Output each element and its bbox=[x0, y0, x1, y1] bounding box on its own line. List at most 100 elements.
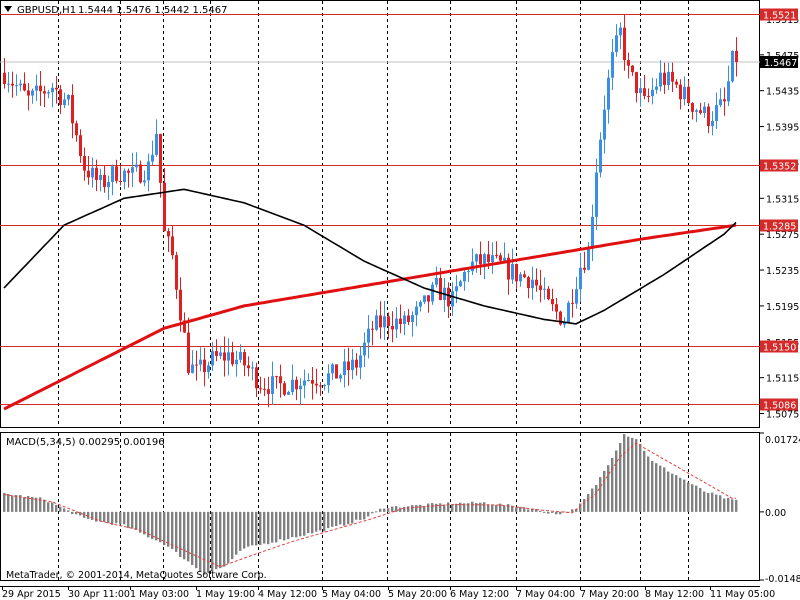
macd-bar bbox=[67, 510, 70, 512]
candle-body bbox=[419, 301, 422, 307]
candle-body bbox=[727, 81, 730, 102]
macd-bar bbox=[527, 509, 530, 512]
macd-bar bbox=[615, 450, 618, 512]
candle-body bbox=[199, 359, 202, 365]
candle-body bbox=[635, 72, 638, 94]
candle-body bbox=[135, 164, 138, 168]
macd-bar bbox=[635, 439, 638, 512]
candle-body bbox=[355, 359, 358, 368]
macd-bar bbox=[495, 504, 498, 512]
candle-body bbox=[703, 106, 706, 114]
candle-body bbox=[731, 50, 734, 82]
macd-bar bbox=[143, 511, 146, 535]
macd-bar bbox=[275, 511, 278, 543]
macd-bar bbox=[519, 506, 522, 512]
candle-body bbox=[163, 182, 166, 232]
candle-body bbox=[363, 342, 366, 356]
candle-body bbox=[571, 302, 574, 304]
candle-body bbox=[651, 89, 654, 97]
macd-bar bbox=[327, 511, 330, 529]
level-label-box bbox=[760, 159, 798, 172]
macd-bar bbox=[507, 504, 510, 512]
candle-body bbox=[599, 139, 602, 173]
macd-bar bbox=[203, 511, 206, 575]
macd-bar bbox=[183, 511, 186, 560]
macd-bar bbox=[475, 503, 478, 512]
macd-bar bbox=[695, 485, 698, 512]
candle-body bbox=[175, 255, 178, 290]
macd-title: MACD(5,34,5) 0.00295 0.00196 bbox=[6, 437, 165, 448]
macd-bar bbox=[3, 492, 6, 512]
triangle-down-icon[interactable] bbox=[4, 6, 12, 12]
macd-bar bbox=[263, 511, 266, 544]
candle-body bbox=[407, 315, 410, 322]
macd-tick-label: -0.01489 bbox=[765, 574, 800, 585]
macd-bar bbox=[175, 511, 178, 552]
candle-body bbox=[403, 315, 406, 325]
macd-bar bbox=[139, 511, 142, 533]
macd-bar bbox=[163, 511, 166, 546]
candle-body bbox=[519, 274, 522, 282]
candle-body bbox=[515, 264, 518, 282]
candle-body bbox=[683, 86, 686, 100]
candle-body bbox=[711, 120, 714, 127]
macd-tick-label: 0.01724 bbox=[765, 435, 800, 446]
macd-bar bbox=[379, 508, 382, 512]
candle-body bbox=[7, 83, 10, 85]
candle-body bbox=[19, 83, 22, 86]
main-pane[interactable] bbox=[0, 0, 760, 428]
candle-body bbox=[531, 279, 534, 289]
macd-bar bbox=[731, 499, 734, 512]
candle-body bbox=[507, 257, 510, 280]
macd-bar bbox=[715, 494, 718, 512]
level-label: 1.5521 bbox=[763, 11, 796, 22]
candle-body bbox=[11, 83, 14, 86]
candle-body bbox=[323, 385, 326, 387]
candle-body bbox=[115, 166, 118, 181]
macd-bar bbox=[607, 465, 610, 512]
macd-bar bbox=[303, 511, 306, 536]
macd-bar bbox=[603, 470, 606, 512]
candle-body bbox=[235, 359, 238, 365]
candle-body bbox=[179, 289, 182, 321]
candle-body bbox=[435, 277, 438, 285]
macd-bar bbox=[523, 507, 526, 512]
macd-bar bbox=[55, 504, 58, 512]
candle-body bbox=[699, 110, 702, 114]
time-label: 7 May 04:00 bbox=[516, 589, 575, 600]
candle-body bbox=[47, 92, 50, 94]
macd-bar bbox=[551, 511, 554, 513]
candle-body bbox=[695, 110, 698, 112]
macd-bar bbox=[355, 511, 358, 520]
macd-signal-line bbox=[3, 442, 736, 568]
macd-bar bbox=[267, 511, 270, 545]
candle-body bbox=[127, 170, 130, 173]
macd-bar bbox=[331, 511, 334, 527]
macd-bar bbox=[619, 442, 622, 512]
macd-pane[interactable] bbox=[0, 432, 760, 581]
macd-bar bbox=[639, 443, 642, 512]
candle-body bbox=[147, 161, 150, 181]
level-label: 1.5285 bbox=[763, 222, 796, 233]
ohlc-values: 1.5444 1.5476 1.5442 1.5467 bbox=[78, 5, 228, 16]
candle-body bbox=[491, 255, 494, 263]
candle-body bbox=[615, 35, 618, 53]
candle-body bbox=[231, 352, 234, 365]
candle-body bbox=[331, 364, 334, 374]
candle-body bbox=[103, 174, 106, 188]
candle-body bbox=[335, 364, 338, 379]
candle-body bbox=[151, 154, 154, 162]
macd-bar bbox=[543, 511, 546, 513]
macd-bar bbox=[351, 511, 354, 524]
macd-bar bbox=[515, 507, 518, 512]
candle-body bbox=[719, 99, 722, 106]
candle-body bbox=[379, 315, 382, 328]
macd-bar bbox=[27, 496, 30, 512]
candle-body bbox=[415, 306, 418, 316]
candle-body bbox=[95, 167, 98, 181]
candle-body bbox=[527, 277, 530, 289]
macd-bar bbox=[187, 511, 190, 562]
candle-body bbox=[123, 170, 126, 182]
candle-body bbox=[675, 81, 678, 85]
